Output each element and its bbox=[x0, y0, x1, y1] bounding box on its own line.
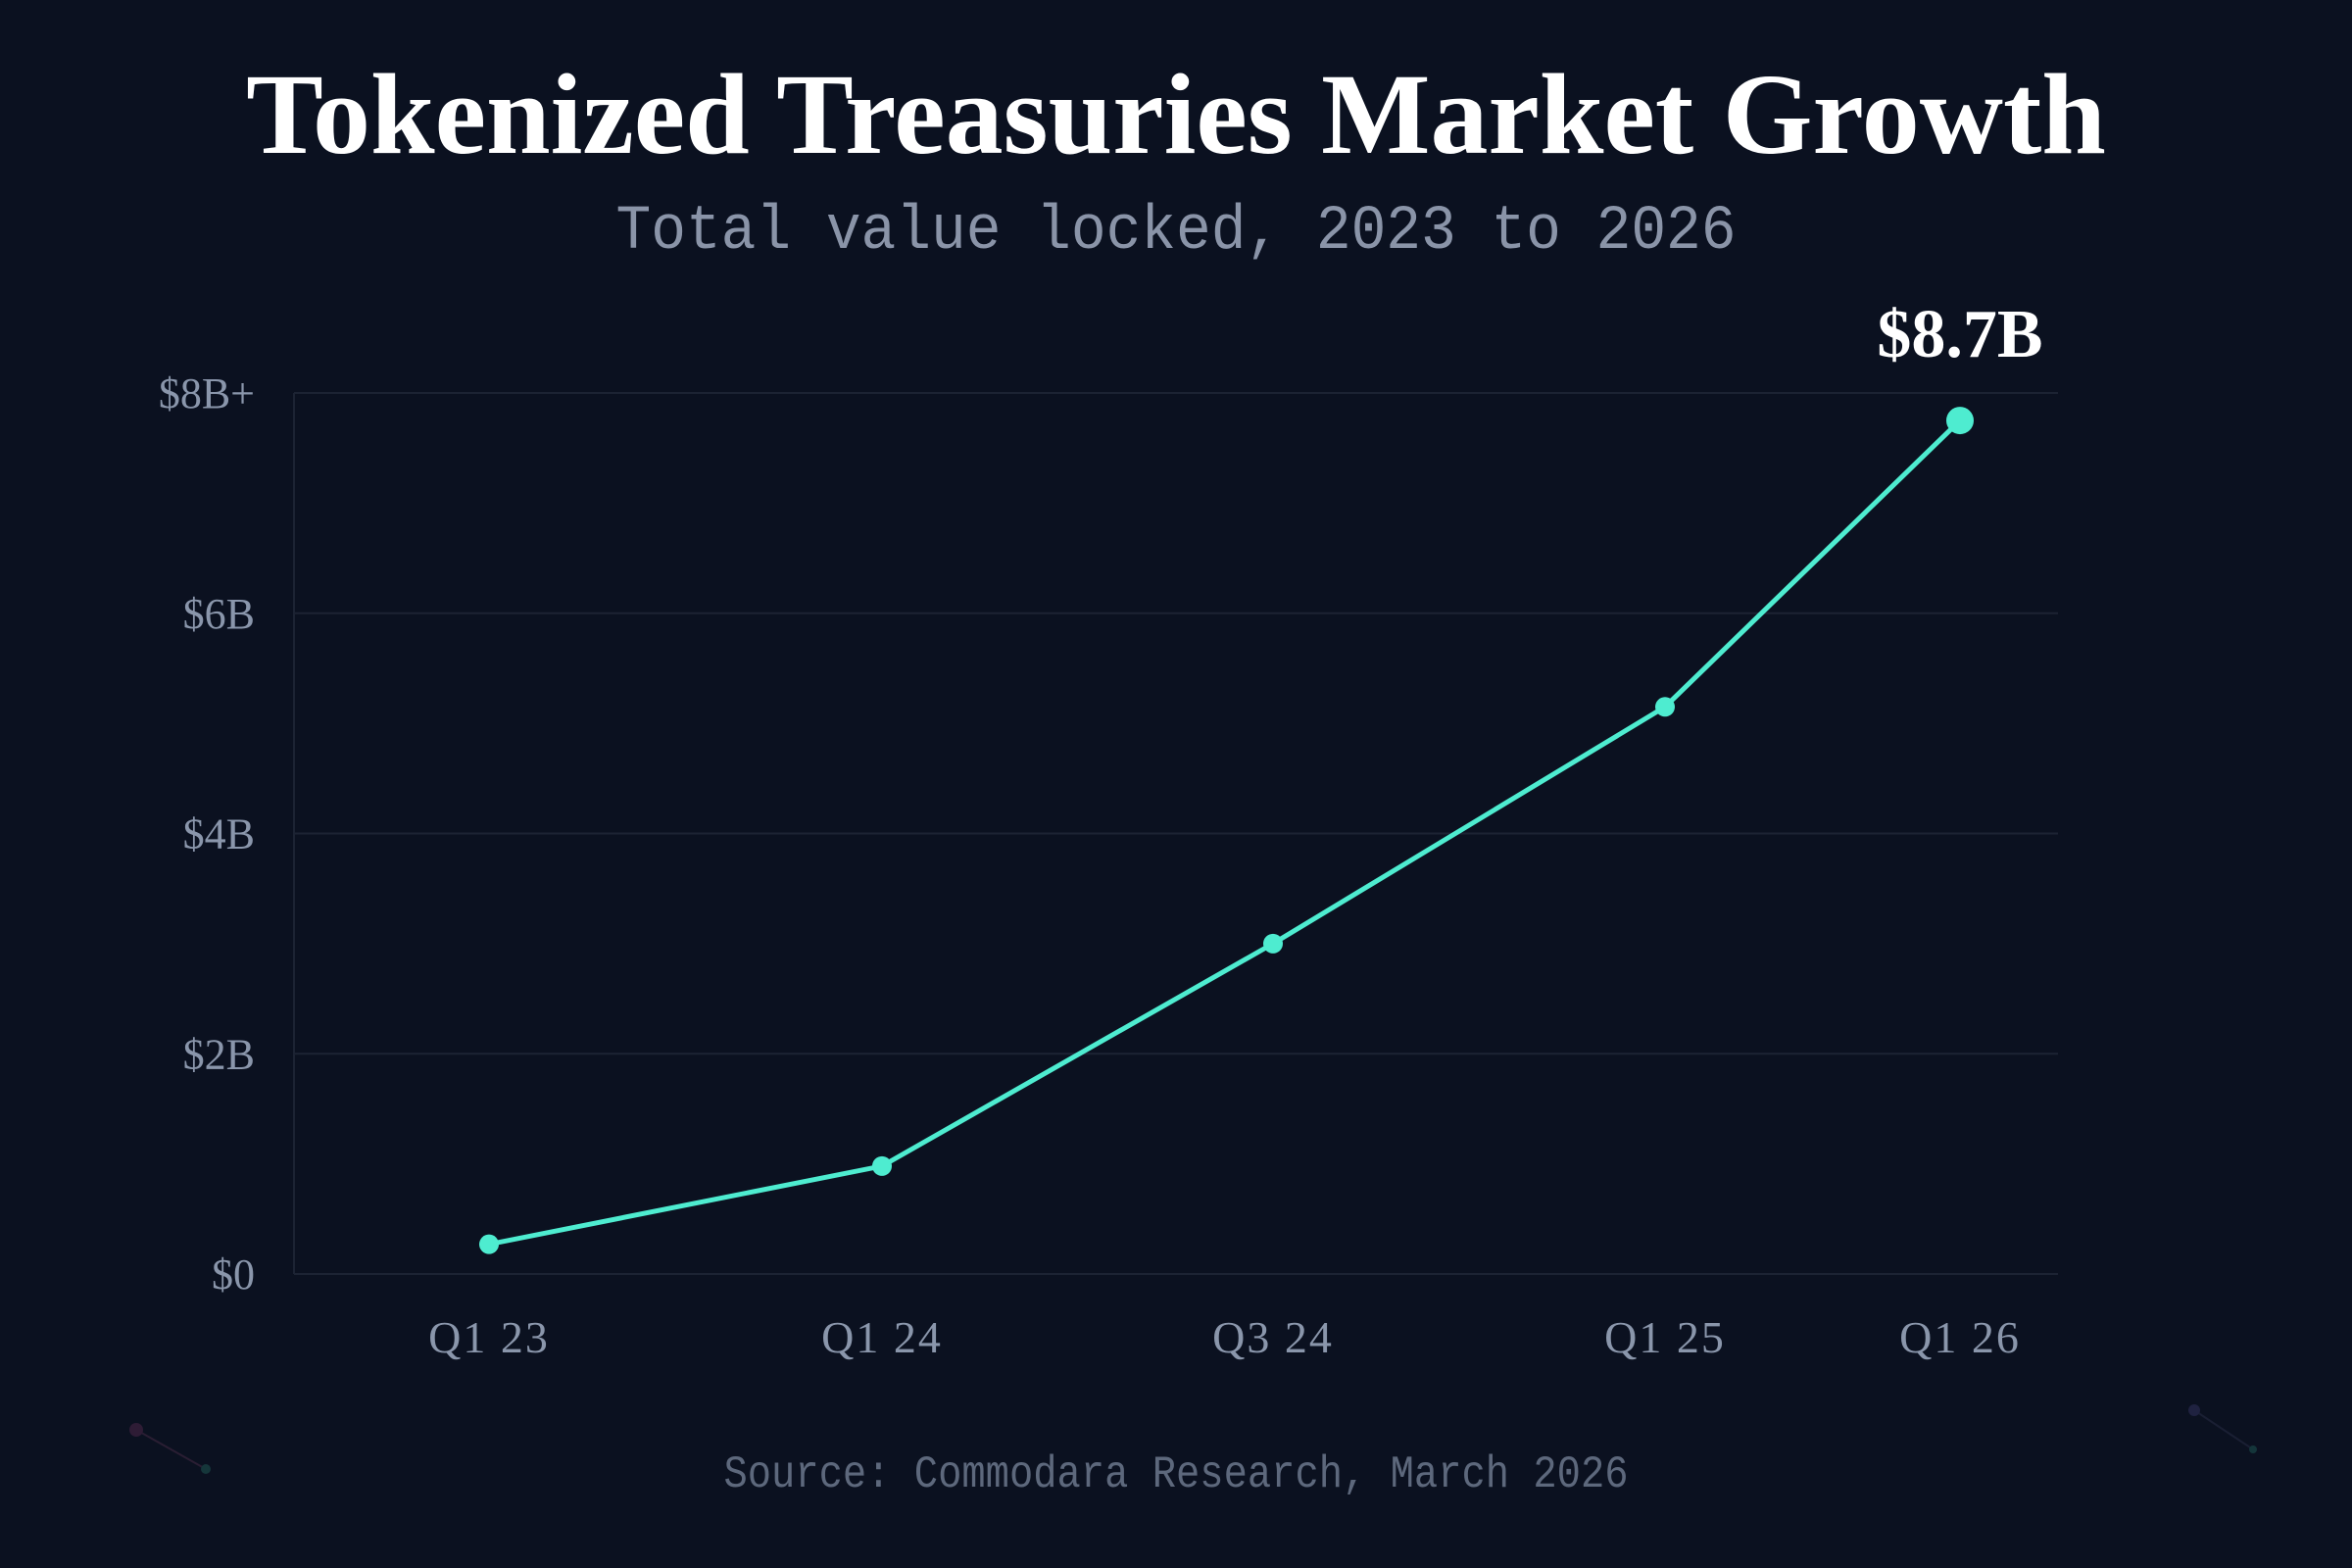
decor-dot bbox=[2249, 1446, 2257, 1453]
y-tick-label: $0 bbox=[212, 1250, 255, 1298]
gridlines bbox=[293, 392, 2058, 1275]
data-label: $8.7B bbox=[1877, 297, 2042, 372]
x-axis: Q1 23 Q1 24 Q3 24 Q1 25 Q1 26 bbox=[428, 1312, 2021, 1362]
x-tick-label: Q3 24 bbox=[1212, 1312, 1334, 1362]
y-tick-label: $8B+ bbox=[159, 369, 255, 417]
data-point bbox=[1263, 933, 1283, 954]
chart-title: Tokenized Treasuries Market Growth bbox=[246, 50, 2106, 178]
data-point bbox=[479, 1234, 499, 1254]
y-axis: $0 $2B $4B $6B $8B+ bbox=[159, 369, 255, 1298]
x-tick-label: Q1 25 bbox=[1604, 1312, 1726, 1362]
source-note: Source: Commodara Research, March 2026 bbox=[723, 1449, 1629, 1500]
decorative-dots bbox=[129, 1404, 2257, 1474]
x-tick-label: Q1 26 bbox=[1899, 1312, 2021, 1362]
data-point bbox=[872, 1155, 892, 1176]
y-tick-label: $2B bbox=[183, 1030, 255, 1078]
data-point bbox=[1655, 697, 1675, 717]
x-tick-label: Q1 24 bbox=[821, 1312, 943, 1362]
y-tick-label: $4B bbox=[183, 810, 255, 858]
decor-dot bbox=[2188, 1404, 2200, 1416]
x-tick-label: Q1 23 bbox=[428, 1312, 550, 1362]
series-line: $8.7B bbox=[479, 297, 2043, 1254]
chart-subtitle: Total value locked, 2023 to 2026 bbox=[615, 197, 1737, 268]
y-tick-label: $6B bbox=[183, 590, 255, 638]
decor-dot bbox=[201, 1464, 211, 1474]
series-line-path bbox=[488, 418, 1962, 1248]
decor-dot bbox=[129, 1423, 143, 1437]
data-point bbox=[1946, 407, 1974, 435]
